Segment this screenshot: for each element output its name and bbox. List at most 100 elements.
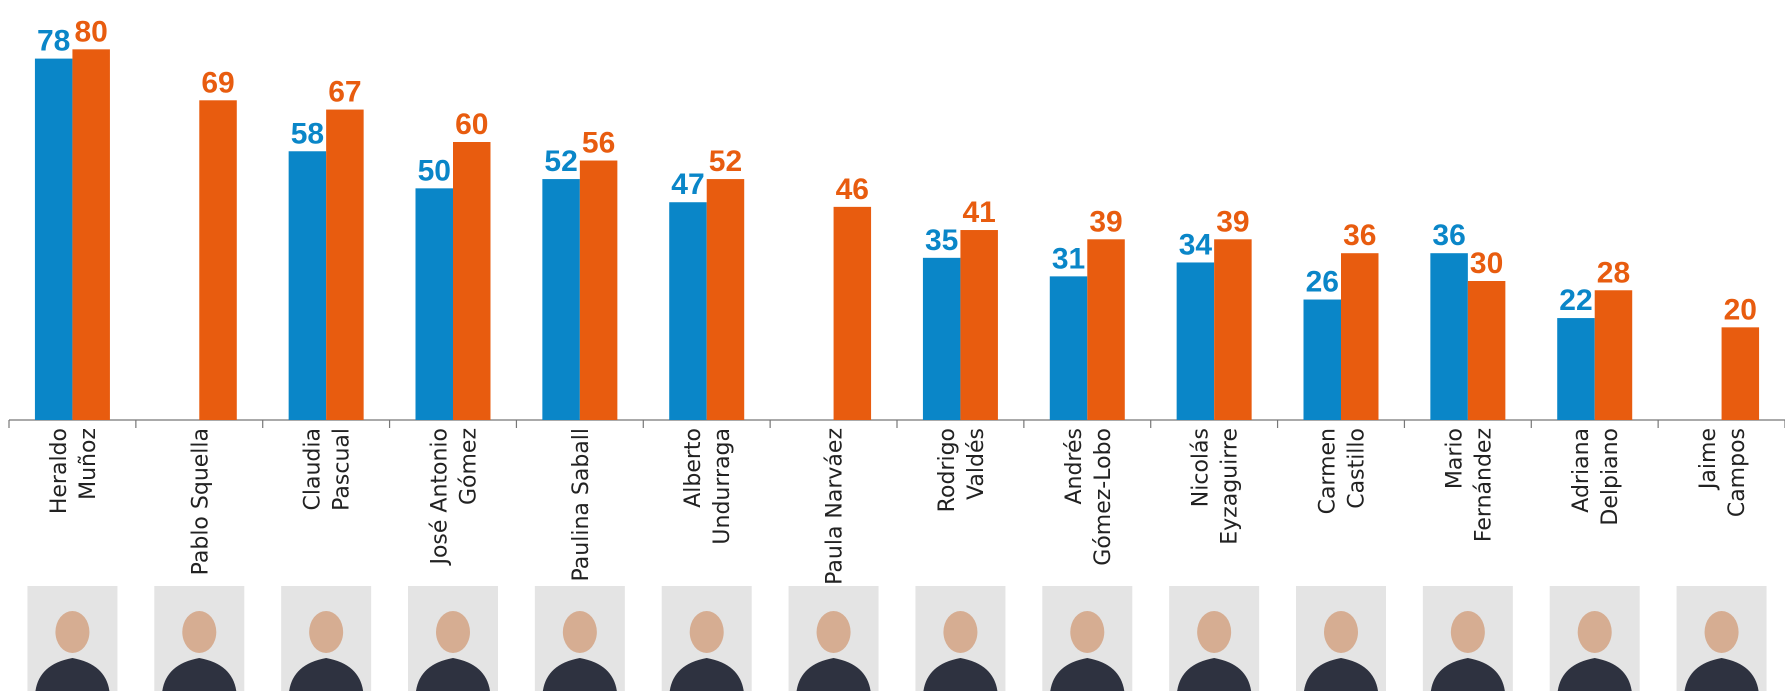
- value-label: 36: [1343, 219, 1376, 252]
- category-label: Campos: [1725, 428, 1750, 517]
- portrait: [1169, 586, 1259, 691]
- bar: [1595, 290, 1633, 420]
- value-label: 39: [1089, 205, 1122, 238]
- portrait: [1296, 586, 1386, 691]
- category-label: Gómez: [457, 428, 482, 505]
- portrait: [154, 586, 244, 691]
- portrait: [408, 586, 498, 691]
- bar: [669, 202, 707, 420]
- bar: [707, 179, 745, 420]
- value-label: 39: [1216, 205, 1249, 238]
- value-label: 69: [201, 66, 234, 99]
- category-label: Paulina Saball: [569, 428, 594, 581]
- portrait-head: [817, 611, 851, 653]
- portrait-head: [1451, 611, 1485, 653]
- value-label: 52: [709, 145, 742, 178]
- portrait-head: [309, 611, 343, 653]
- category-label: Carmen: [1316, 428, 1341, 514]
- bar: [1087, 239, 1125, 420]
- bar: [542, 179, 580, 420]
- bar: [1214, 239, 1252, 420]
- value-label: 47: [671, 168, 704, 201]
- value-label: 20: [1724, 293, 1757, 326]
- bar: [1722, 327, 1760, 420]
- bar: [1468, 281, 1506, 420]
- value-label: 30: [1470, 247, 1503, 280]
- portrait-head: [1705, 611, 1739, 653]
- category-label: José Antonio: [428, 428, 453, 567]
- value-label: 46: [836, 173, 869, 206]
- category-label: Jaime: [1696, 428, 1721, 491]
- bar: [416, 188, 454, 420]
- category-label: Heraldo: [47, 428, 72, 514]
- value-label: 50: [418, 154, 451, 187]
- portrait-head: [563, 611, 597, 653]
- value-label: 41: [962, 196, 995, 229]
- portrait: [915, 586, 1005, 691]
- value-label: 56: [582, 127, 615, 160]
- category-label: Pablo Squella: [188, 428, 213, 575]
- bar: [453, 142, 491, 420]
- category-label: Alberto: [681, 428, 706, 508]
- bar: [1341, 253, 1379, 420]
- portrait: [1042, 586, 1132, 691]
- category-label: Valdés: [964, 428, 989, 500]
- value-label: 26: [1306, 266, 1339, 299]
- category-label: Gómez-Lobo: [1091, 428, 1116, 566]
- portrait-head: [1578, 611, 1612, 653]
- category-label: Delpiano: [1598, 428, 1623, 526]
- portrait: [662, 586, 752, 691]
- bar: [326, 110, 364, 420]
- portrait-head: [1197, 611, 1231, 653]
- value-label: 80: [74, 15, 107, 48]
- bar: [580, 161, 618, 420]
- portrait-head: [1324, 611, 1358, 653]
- portrait: [1423, 586, 1513, 691]
- category-label: Rodrigo: [935, 428, 960, 512]
- category-label: Fernández: [1471, 428, 1496, 542]
- value-label: 28: [1597, 256, 1630, 289]
- portrait-head: [943, 611, 977, 653]
- category-label: Adriana: [1569, 428, 1594, 513]
- category-label: Castillo: [1345, 428, 1370, 509]
- bar: [72, 49, 110, 420]
- value-label: 34: [1179, 228, 1213, 261]
- category-label: Muñoz: [76, 428, 101, 500]
- bar: [1177, 262, 1215, 420]
- portrait: [281, 586, 371, 691]
- category-label: Andrés: [1062, 428, 1087, 505]
- portrait-head: [182, 611, 216, 653]
- category-label: Paula Narváez: [823, 428, 848, 585]
- portrait-head: [690, 611, 724, 653]
- bar: [35, 59, 73, 420]
- value-label: 22: [1559, 284, 1592, 317]
- portrait-head: [1070, 611, 1104, 653]
- value-label: 67: [328, 76, 361, 109]
- bar: [834, 207, 872, 420]
- portrait: [789, 586, 879, 691]
- value-label: 58: [291, 117, 324, 150]
- chart: 7880 HeraldoMuñoz 69 Pablo Squella 5867 Claud…: [0, 0, 1785, 691]
- value-label: 52: [544, 145, 577, 178]
- portrait-head: [55, 611, 89, 653]
- bar: [1557, 318, 1595, 420]
- bar: [199, 100, 237, 420]
- value-label: 36: [1432, 219, 1465, 252]
- bar: [1050, 276, 1088, 420]
- category-label: Pascual: [330, 428, 355, 511]
- value-label: 78: [37, 25, 70, 58]
- category-label: Mario: [1442, 428, 1467, 489]
- value-label: 60: [455, 108, 488, 141]
- portrait: [535, 586, 625, 691]
- portrait-head: [436, 611, 470, 653]
- value-label: 35: [925, 224, 958, 257]
- portrait: [27, 586, 117, 691]
- portrait: [1550, 586, 1640, 691]
- category-label: Eyzaguirre: [1218, 428, 1243, 545]
- bar: [923, 258, 961, 420]
- category-label: Undurraga: [710, 428, 735, 545]
- category-label: Nicolás: [1189, 428, 1214, 507]
- category-label: Claudia: [301, 428, 326, 510]
- bar: [1304, 300, 1342, 420]
- bar: [960, 230, 998, 420]
